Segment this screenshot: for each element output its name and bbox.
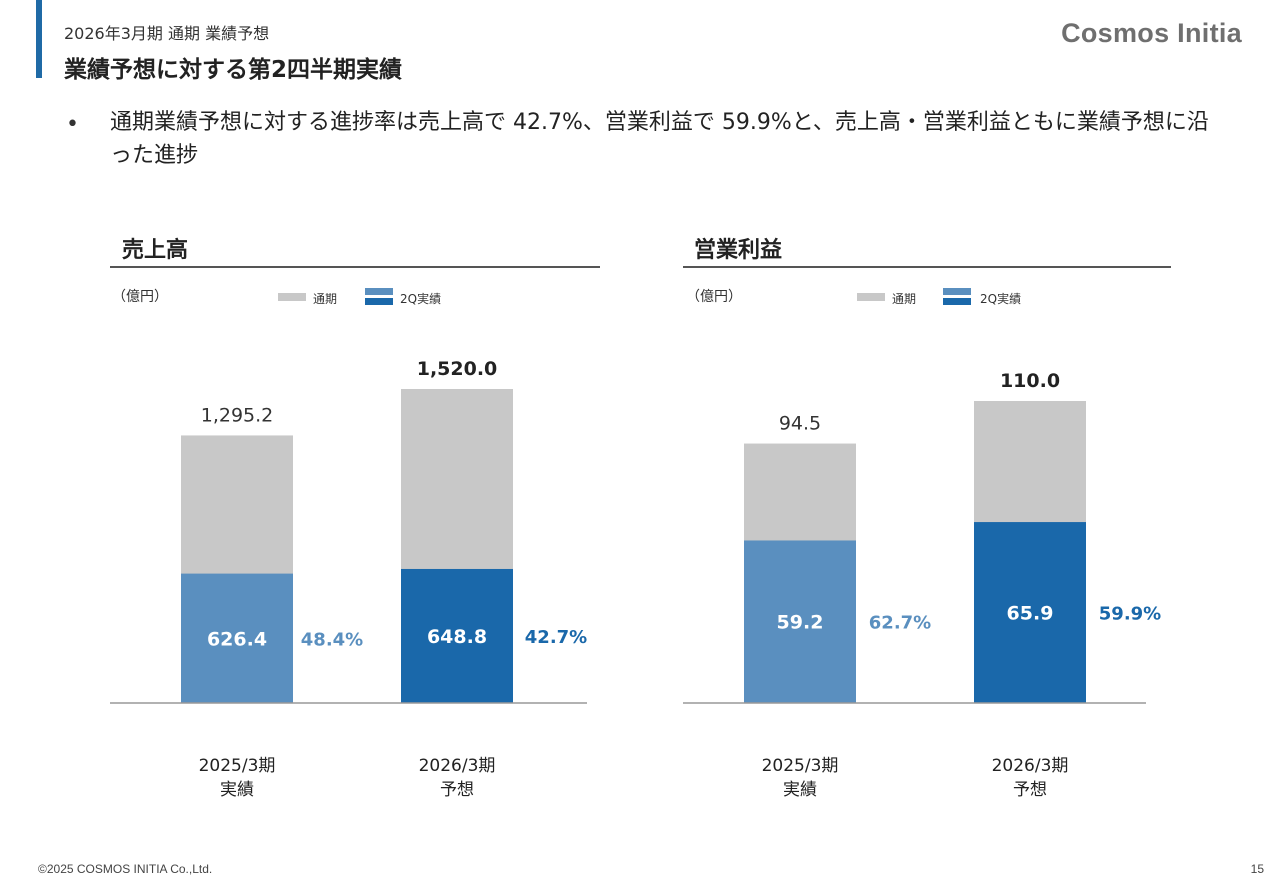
op-income-unit-label: （億円） bbox=[686, 289, 742, 305]
op-income-legend-full-year-swatch bbox=[857, 293, 885, 301]
op-income-bar-2q-1 bbox=[974, 522, 1086, 703]
sales-legend-full-year-swatch bbox=[278, 293, 306, 301]
op-income-progress-rate-1: 59.9% bbox=[1099, 604, 1161, 625]
header-accent-bar bbox=[36, 0, 42, 78]
footer-copyright: ©2025 COSMOS INITIA Co.,Ltd. bbox=[38, 862, 213, 876]
op-income-legend-2q-swatch bbox=[943, 288, 971, 305]
sales-legend-full-year-label: 通期 bbox=[313, 292, 338, 306]
company-logo: Cosmos Initia bbox=[1061, 18, 1242, 48]
sales-bar-2q-0 bbox=[181, 573, 293, 703]
sales-legend-2q-label: 2Q実績 bbox=[400, 292, 442, 306]
sales-category-label-0-line-1: 実績 bbox=[220, 780, 254, 800]
sales-2q-label-0: 626.4 bbox=[207, 628, 267, 650]
op-income-chart-title-rule bbox=[683, 266, 1171, 268]
sales-bar-2q-1 bbox=[401, 568, 513, 703]
sales-category-label-1-line-1: 予想 bbox=[440, 780, 474, 800]
page-number: 15 bbox=[1250, 862, 1264, 876]
op-income-full-year-label-0: 94.5 bbox=[779, 413, 821, 435]
sales-progress-rate-0: 48.4% bbox=[301, 629, 363, 650]
op-income-2q-label-1: 65.9 bbox=[1007, 603, 1054, 625]
op-income-full-year-label-1: 110.0 bbox=[1000, 370, 1060, 392]
op-income-category-label-1-line-0: 2026/3期 bbox=[992, 756, 1069, 776]
sales-category-label-0-line-0: 2025/3期 bbox=[199, 756, 276, 776]
sales-unit-label: （億円） bbox=[112, 289, 168, 305]
op-income-2q-label-0: 59.2 bbox=[777, 612, 824, 634]
op-income-chart-title: 営業利益 bbox=[694, 238, 783, 263]
sales-chart-title: 売上高 bbox=[122, 238, 189, 263]
op-income-category-label-1-line-1: 予想 bbox=[1013, 780, 1047, 800]
page-subtitle: 2026年3月期 通期 業績予想 bbox=[64, 24, 270, 43]
summary-bullet-text: 通期業績予想に対する進捗率は売上高で 42.7%、営業利益で 59.9%と、売上… bbox=[110, 110, 1209, 168]
sales-category-label-1-line-0: 2026/3期 bbox=[419, 756, 496, 776]
bullet-marker: • bbox=[66, 112, 79, 137]
sales-chart-title-rule bbox=[110, 266, 600, 268]
op-income-category-label-0-line-1: 実績 bbox=[783, 780, 817, 800]
op-income-category-label-0-line-0: 2025/3期 bbox=[762, 756, 839, 776]
sales-legend-2q-swatch bbox=[365, 288, 393, 305]
op-income-progress-rate-0: 62.7% bbox=[869, 613, 931, 634]
op-income-bar-2q-0 bbox=[744, 540, 856, 703]
page-title: 業績予想に対する第2四半期実績 bbox=[64, 57, 403, 83]
sales-progress-rate-1: 42.7% bbox=[525, 627, 587, 648]
op-income-legend-2q-label: 2Q実績 bbox=[980, 292, 1022, 306]
sales-2q-label-1: 648.8 bbox=[427, 626, 487, 648]
sales-full-year-label-0: 1,295.2 bbox=[201, 404, 274, 426]
sales-full-year-label-1: 1,520.0 bbox=[417, 358, 498, 380]
op-income-legend-full-year-label: 通期 bbox=[892, 292, 917, 306]
